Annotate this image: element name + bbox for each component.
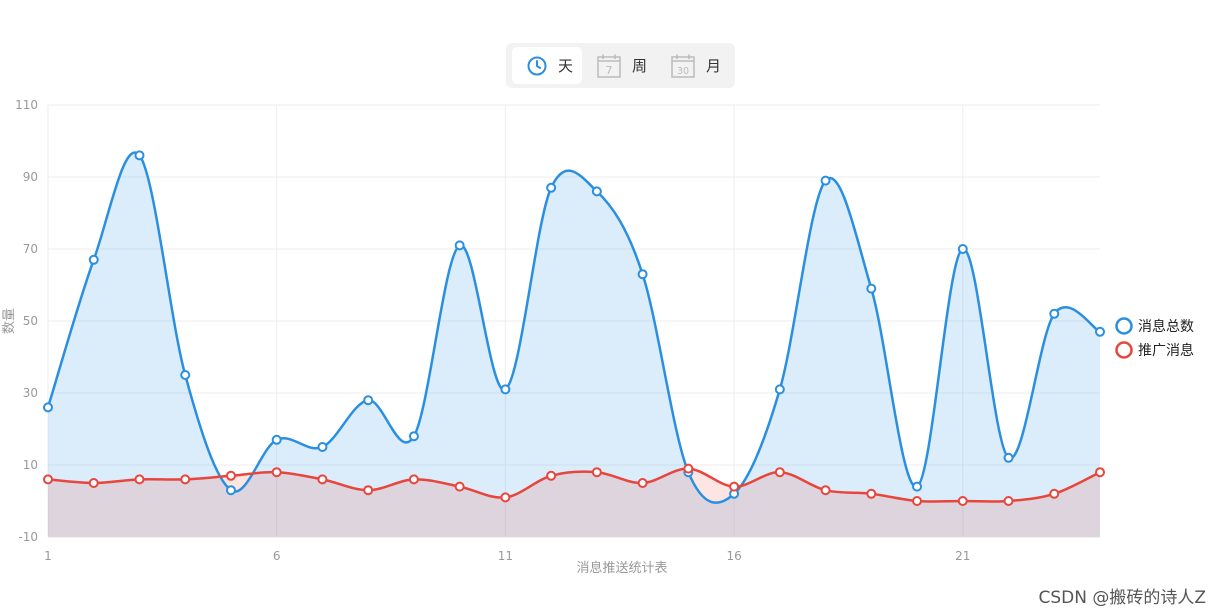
- data-point: [271, 467, 282, 478]
- data-point: [500, 492, 511, 503]
- data-point: [866, 488, 877, 499]
- legend-marker-1[interactable]: [1115, 317, 1133, 335]
- data-point: [134, 474, 145, 485]
- data-point: [1049, 488, 1060, 499]
- data-point: [774, 384, 785, 395]
- svg-text:30: 30: [677, 66, 689, 77]
- y-tick-label: 70: [23, 242, 38, 256]
- data-point: [774, 467, 785, 478]
- period-tab-group: 天 7 周 30 月: [506, 43, 735, 88]
- tab-week-label: 周: [632, 57, 648, 75]
- data-point: [1095, 326, 1105, 337]
- y-tick-label: 30: [23, 386, 38, 400]
- x-tick-label: 21: [955, 549, 970, 563]
- tab-week[interactable]: 7 周: [590, 47, 660, 84]
- x-tick-label: 6: [273, 549, 281, 563]
- data-point: [683, 463, 694, 474]
- data-point: [363, 395, 374, 406]
- data-point: [180, 474, 191, 485]
- data-point: [591, 186, 602, 197]
- data-point: [1095, 467, 1105, 478]
- legend-label-1[interactable]: 消息总数: [1138, 318, 1194, 335]
- tab-month-label: 月: [706, 57, 722, 75]
- clock-icon: [526, 55, 548, 77]
- data-point: [546, 470, 557, 481]
- data-point: [88, 478, 99, 488]
- series-area-2: [48, 468, 1100, 537]
- svg-text:7: 7: [606, 64, 613, 77]
- data-point: [957, 496, 968, 506]
- series-area-1: [48, 152, 1100, 537]
- x-tick-label: 1: [44, 549, 52, 563]
- data-point: [820, 175, 831, 186]
- series-line-1: [46, 151, 1101, 504]
- tab-month[interactable]: 30 月: [664, 47, 734, 84]
- data-point: [500, 384, 511, 395]
- data-point: [180, 370, 191, 380]
- tab-day-label: 天: [558, 57, 574, 75]
- legend-marker-2[interactable]: [1115, 341, 1133, 359]
- data-point: [271, 434, 282, 445]
- x-tick-label: 16: [726, 549, 741, 563]
- y-tick-label: 10: [23, 458, 38, 472]
- data-point: [88, 254, 99, 265]
- data-point: [454, 481, 465, 492]
- watermark: CSDN @搬砖的诗人Z: [1038, 588, 1206, 608]
- data-point: [591, 467, 602, 478]
- series-areas: [48, 152, 1100, 537]
- data-point: [957, 244, 968, 254]
- data-point: [546, 182, 557, 193]
- data-point: [637, 478, 648, 488]
- data-point: [317, 474, 328, 485]
- calendar-30-icon: 30: [670, 53, 696, 79]
- data-point: [912, 496, 923, 506]
- x-axis-title: 消息推送统计表: [576, 560, 667, 576]
- data-point: [225, 470, 236, 481]
- data-point: [866, 283, 877, 294]
- legend-label-2[interactable]: 推广消息: [1138, 342, 1194, 359]
- data-point: [1049, 308, 1060, 319]
- y-tick-label: 50: [23, 314, 38, 328]
- data-point: [454, 240, 465, 251]
- data-point: [408, 474, 419, 485]
- data-point: [408, 431, 419, 442]
- series-points: [43, 150, 1105, 506]
- data-point: [1003, 496, 1014, 506]
- data-point: [134, 150, 145, 161]
- data-point: [820, 485, 831, 496]
- x-tick-label: 11: [498, 549, 513, 563]
- data-point: [1003, 452, 1014, 463]
- data-point: [317, 442, 328, 452]
- y-tick-label: 110: [15, 98, 38, 112]
- y-axis-title: 数量: [2, 308, 17, 334]
- tab-day[interactable]: 天: [512, 47, 582, 84]
- data-point: [912, 481, 923, 492]
- data-point: [43, 402, 53, 413]
- data-point: [43, 474, 53, 485]
- data-point: [225, 485, 236, 496]
- y-tick-label: -10: [18, 530, 38, 544]
- y-tick-label: 90: [23, 170, 38, 184]
- data-point: [729, 481, 740, 492]
- calendar-7-icon: 7: [596, 53, 622, 79]
- data-point: [363, 485, 374, 496]
- data-point: [637, 269, 648, 280]
